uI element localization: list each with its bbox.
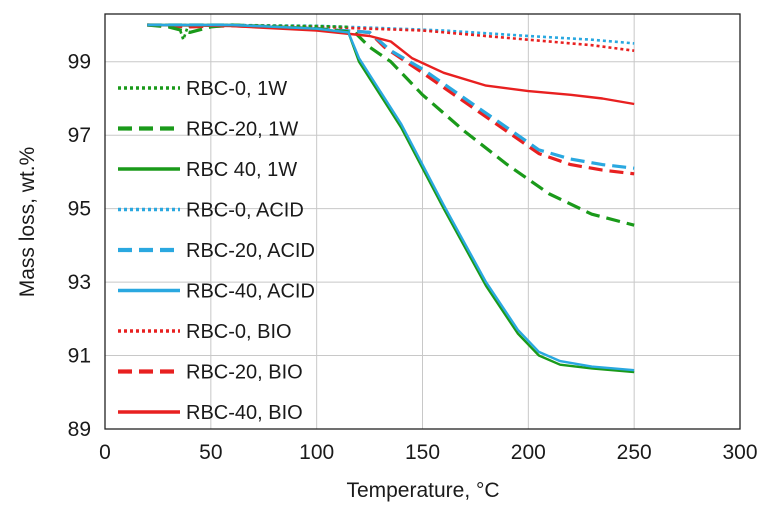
x-tick-label: 0 <box>99 441 111 464</box>
legend-label: RBC-20, 1W <box>186 119 298 141</box>
series-line-5 <box>147 23 635 372</box>
y-tick-label: 95 <box>68 198 91 221</box>
x-tick-label: 300 <box>722 441 757 464</box>
y-axis-title: Mass loss, wt.% <box>16 147 39 298</box>
x-tick-label: 100 <box>299 441 334 464</box>
series-line-1 <box>147 23 635 227</box>
legend-label: RBC 40, 1W <box>186 159 297 181</box>
x-tick-label: 50 <box>199 441 222 464</box>
x-tick-label: 150 <box>405 441 440 464</box>
y-tick-label: 89 <box>68 418 91 441</box>
legend-label: RBC-20, ACID <box>186 240 315 262</box>
x-axis-title: Temperature, °C <box>346 479 499 502</box>
legend-label: RBC-0, 1W <box>186 78 287 100</box>
legend-label: RBC-20, BIO <box>186 362 303 384</box>
legend-label: RBC-0, ACID <box>186 200 304 222</box>
series-lines <box>147 23 635 374</box>
y-tick-label: 93 <box>68 271 91 294</box>
legend: RBC-0, 1W RBC-20, 1W RBC 40, 1W RBC-0, ACID… <box>118 78 315 424</box>
y-tick-label: 91 <box>68 345 91 368</box>
legend-label: RBC-40, ACID <box>186 281 315 303</box>
x-tick-label: 200 <box>511 441 546 464</box>
legend-label: RBC-40, BIO <box>186 402 303 424</box>
y-tick-label: 99 <box>68 51 91 74</box>
x-tick-label: 250 <box>617 441 652 464</box>
plot-frame <box>104 13 741 430</box>
tick-labels: 0 50 100 150 200 250 300 89 91 93 95 97 99 <box>68 51 758 464</box>
series-line-8 <box>147 23 635 106</box>
y-tick-label: 97 <box>68 124 91 147</box>
legend-label: RBC-0, BIO <box>186 321 292 343</box>
